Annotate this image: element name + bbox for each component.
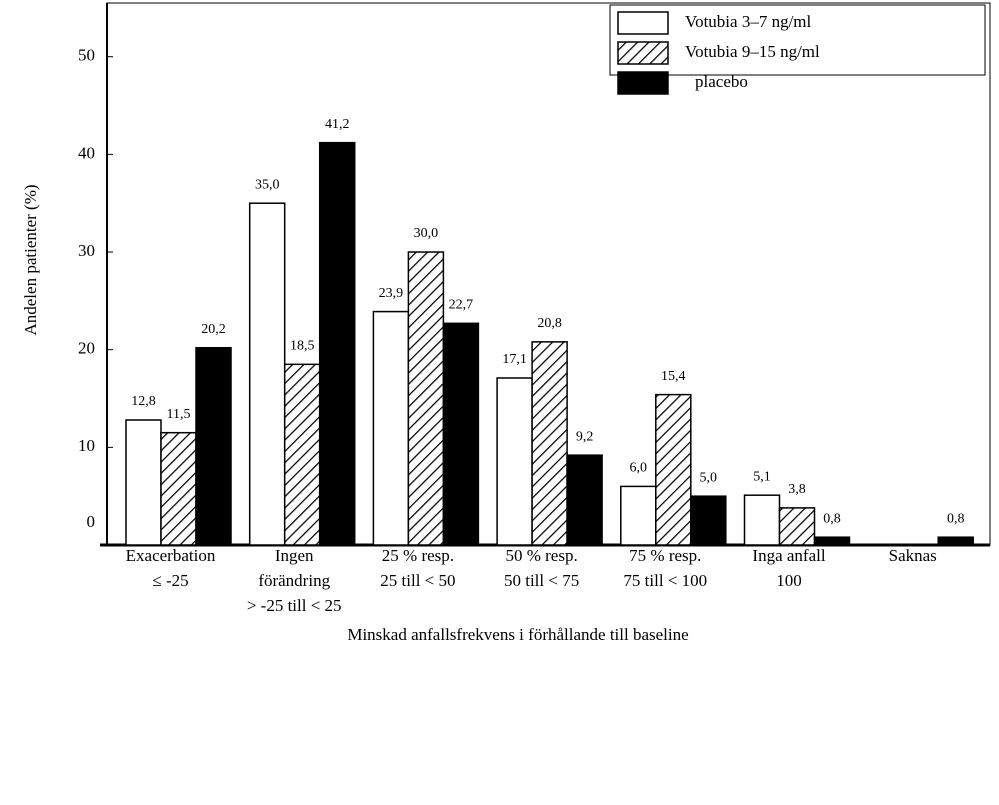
bar bbox=[248, 202, 286, 546]
value-label: 41,2 bbox=[325, 117, 350, 132]
value-label: 9,2 bbox=[576, 429, 594, 444]
bar bbox=[620, 485, 657, 546]
x-tick-label: ≤ -25 bbox=[152, 571, 188, 590]
legend-swatch bbox=[617, 41, 669, 65]
legend-label: Votubia 3–7 ng/ml bbox=[685, 12, 812, 31]
legend-label: placebo bbox=[695, 72, 748, 91]
x-tick-label: 100 bbox=[776, 571, 802, 590]
legend-swatch bbox=[617, 71, 669, 95]
value-label: 0,8 bbox=[823, 511, 841, 526]
bar bbox=[566, 454, 603, 546]
x-tick-label: 50 % resp. bbox=[505, 546, 577, 565]
x-tick-label: > -25 till < 25 bbox=[247, 596, 342, 615]
value-label: 15,4 bbox=[661, 369, 686, 384]
value-label: 5,1 bbox=[753, 469, 771, 484]
bar bbox=[160, 431, 197, 546]
bar bbox=[655, 393, 692, 546]
value-label: 5,0 bbox=[700, 470, 718, 485]
value-label: 30,0 bbox=[414, 226, 439, 241]
bar bbox=[496, 377, 533, 546]
bar bbox=[195, 346, 232, 546]
bar bbox=[690, 495, 727, 546]
value-label: 22,7 bbox=[449, 298, 474, 313]
x-axis-title: Minskad anfallsfrekvens i förhållande ti… bbox=[347, 625, 688, 644]
value-label: 20,8 bbox=[537, 316, 562, 331]
value-label: 23,9 bbox=[379, 286, 404, 301]
legend bbox=[609, 4, 986, 76]
bar bbox=[407, 251, 445, 546]
legend-label: Votubia 9–15 ng/ml bbox=[685, 42, 820, 61]
value-label: 18,5 bbox=[290, 339, 315, 354]
x-tick-label: Exacerbation bbox=[126, 546, 216, 565]
y-tick-label: 0 bbox=[87, 512, 96, 531]
value-label: 11,5 bbox=[167, 407, 191, 422]
x-tick-label: Saknas bbox=[889, 546, 937, 565]
bar bbox=[813, 536, 851, 546]
bar bbox=[937, 536, 974, 546]
y-tick-label: 20 bbox=[78, 339, 95, 358]
bar bbox=[442, 322, 480, 546]
value-label: 0,8 bbox=[947, 511, 965, 526]
bar bbox=[318, 141, 356, 546]
x-tick-label: 25 till < 50 bbox=[380, 571, 455, 590]
y-tick-label: 10 bbox=[78, 436, 95, 455]
value-label: 12,8 bbox=[131, 394, 156, 409]
y-tick-label: 50 bbox=[78, 46, 95, 65]
bar bbox=[125, 419, 162, 546]
bar bbox=[778, 507, 816, 546]
legend-swatch bbox=[617, 11, 669, 35]
value-label: 35,0 bbox=[255, 177, 280, 192]
bar bbox=[743, 494, 781, 546]
value-label: 17,1 bbox=[502, 352, 527, 367]
value-label: 20,2 bbox=[201, 322, 226, 337]
bar bbox=[531, 341, 568, 546]
x-tick-label: 75 till < 100 bbox=[623, 571, 707, 590]
x-tick-label: Inga anfall bbox=[752, 546, 825, 565]
x-tick-label: 50 till < 75 bbox=[504, 571, 579, 590]
value-label: 3,8 bbox=[788, 482, 806, 497]
x-tick-label: 25 % resp. bbox=[382, 546, 454, 565]
bar bbox=[283, 363, 321, 546]
bar bbox=[372, 310, 410, 546]
y-tick-label: 40 bbox=[78, 143, 95, 162]
x-tick-label: förändring bbox=[258, 571, 330, 590]
value-label: 6,0 bbox=[630, 461, 648, 476]
y-axis-title: Andelen patienter (%) bbox=[21, 184, 40, 335]
y-tick-label: 30 bbox=[78, 241, 95, 260]
x-tick-label: 75 % resp. bbox=[629, 546, 701, 565]
x-tick-label: Ingen bbox=[275, 546, 314, 565]
